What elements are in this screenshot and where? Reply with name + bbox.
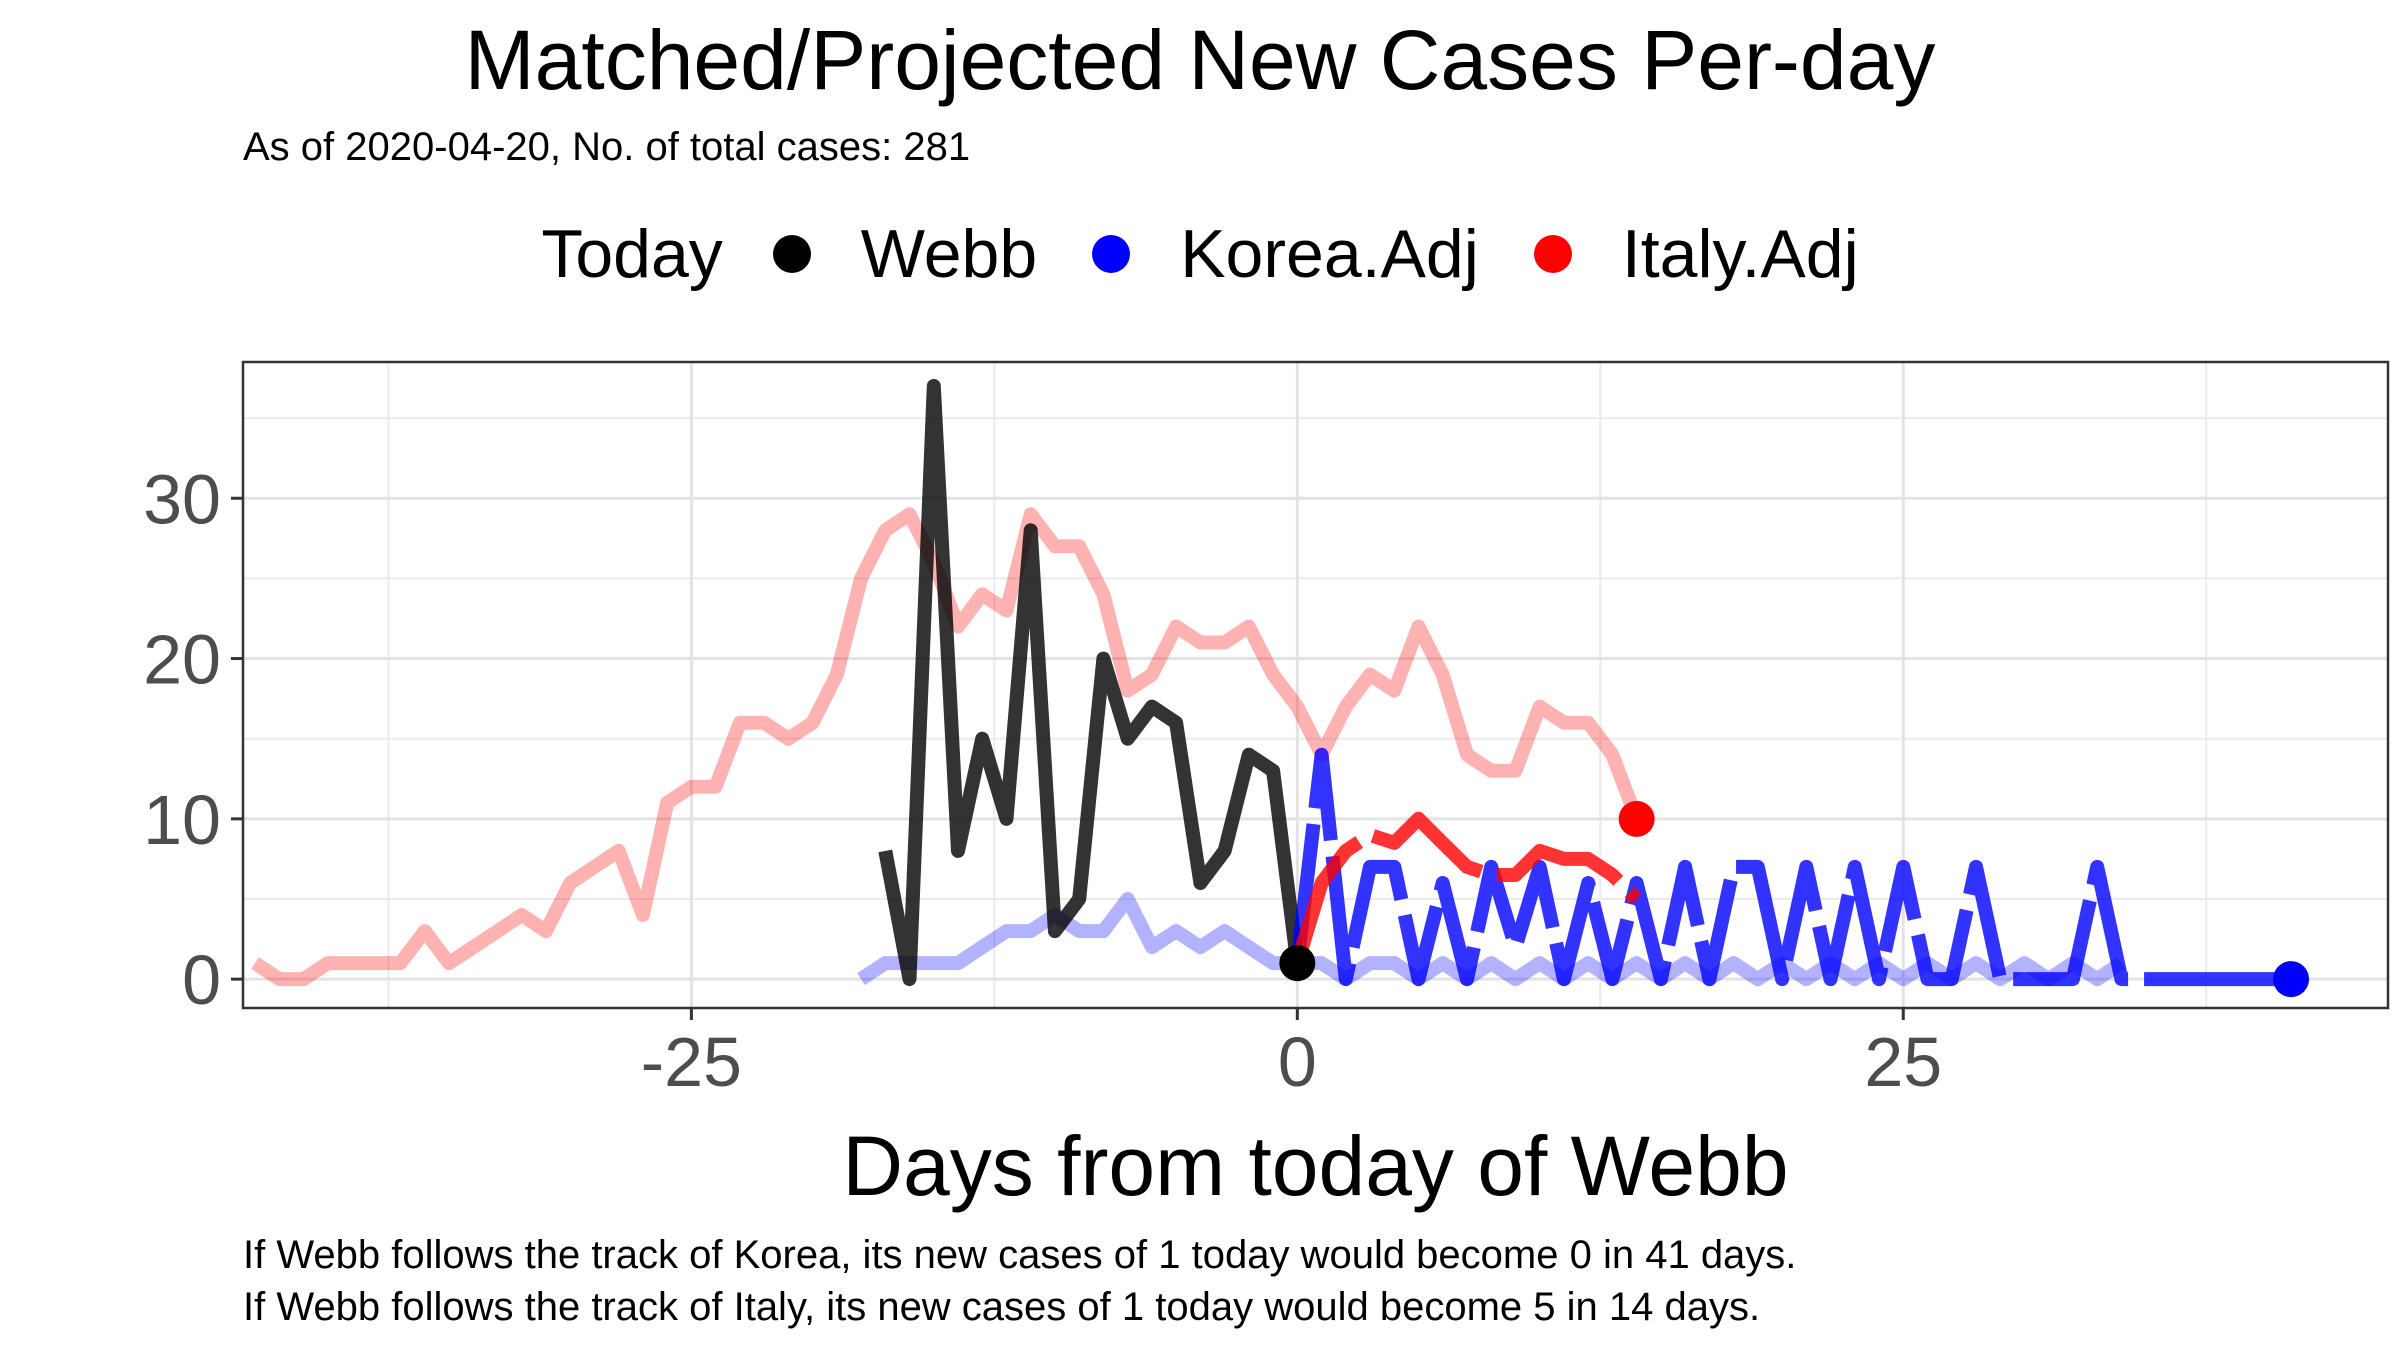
legend-dot-italy (1533, 235, 1572, 273)
y-tick-label: 10 (143, 781, 221, 859)
legend-label-korea: Korea.Adj (1180, 216, 1479, 292)
point-italy-adj (1618, 800, 1655, 837)
legend-item-korea: Korea.Adj (1092, 215, 1479, 293)
series-line-webb-2 (878, 379, 1305, 987)
legend: Today Webb Korea.Adj Italy.Adj (0, 215, 2400, 293)
caption-korea: If Webb follows the track of Korea, its … (243, 1233, 1797, 1277)
series-line-korea-adj-3 (1290, 747, 2292, 987)
chart-subtitle: As of 2020-04-20, No. of total cases: 28… (243, 125, 971, 169)
x-tick-label: -25 (641, 1023, 742, 1101)
legend-title: Today (541, 216, 723, 292)
legend-label-italy: Italy.Adj (1621, 216, 1859, 292)
caption-italy: If Webb follows the track of Italy, its … (243, 1285, 1761, 1329)
x-tick-label: 0 (1278, 1023, 1317, 1101)
point-webb (1279, 945, 1316, 982)
series-line-korea-adj-1 (857, 892, 2126, 987)
legend-item-webb: Webb (772, 215, 1038, 293)
chart-title: Matched/Projected New Cases Per-day (464, 13, 1936, 107)
point-korea-adj (2273, 961, 2310, 998)
legend-dot-korea (1092, 235, 1131, 273)
legend-dot-webb (772, 235, 811, 273)
x-tick-label: 25 (1864, 1023, 1942, 1101)
plot-border (241, 360, 2390, 1010)
legend-label-webb: Webb (860, 216, 1038, 292)
y-tick-label: 0 (182, 941, 221, 1019)
y-tick-label: 20 (143, 621, 221, 699)
x-axis-title: Days from today of Webb (842, 1119, 1788, 1213)
legend-item-italy: Italy.Adj (1533, 215, 1859, 293)
y-tick-label: 30 (143, 460, 221, 538)
series-line-italy-adj-4 (1290, 811, 1642, 966)
